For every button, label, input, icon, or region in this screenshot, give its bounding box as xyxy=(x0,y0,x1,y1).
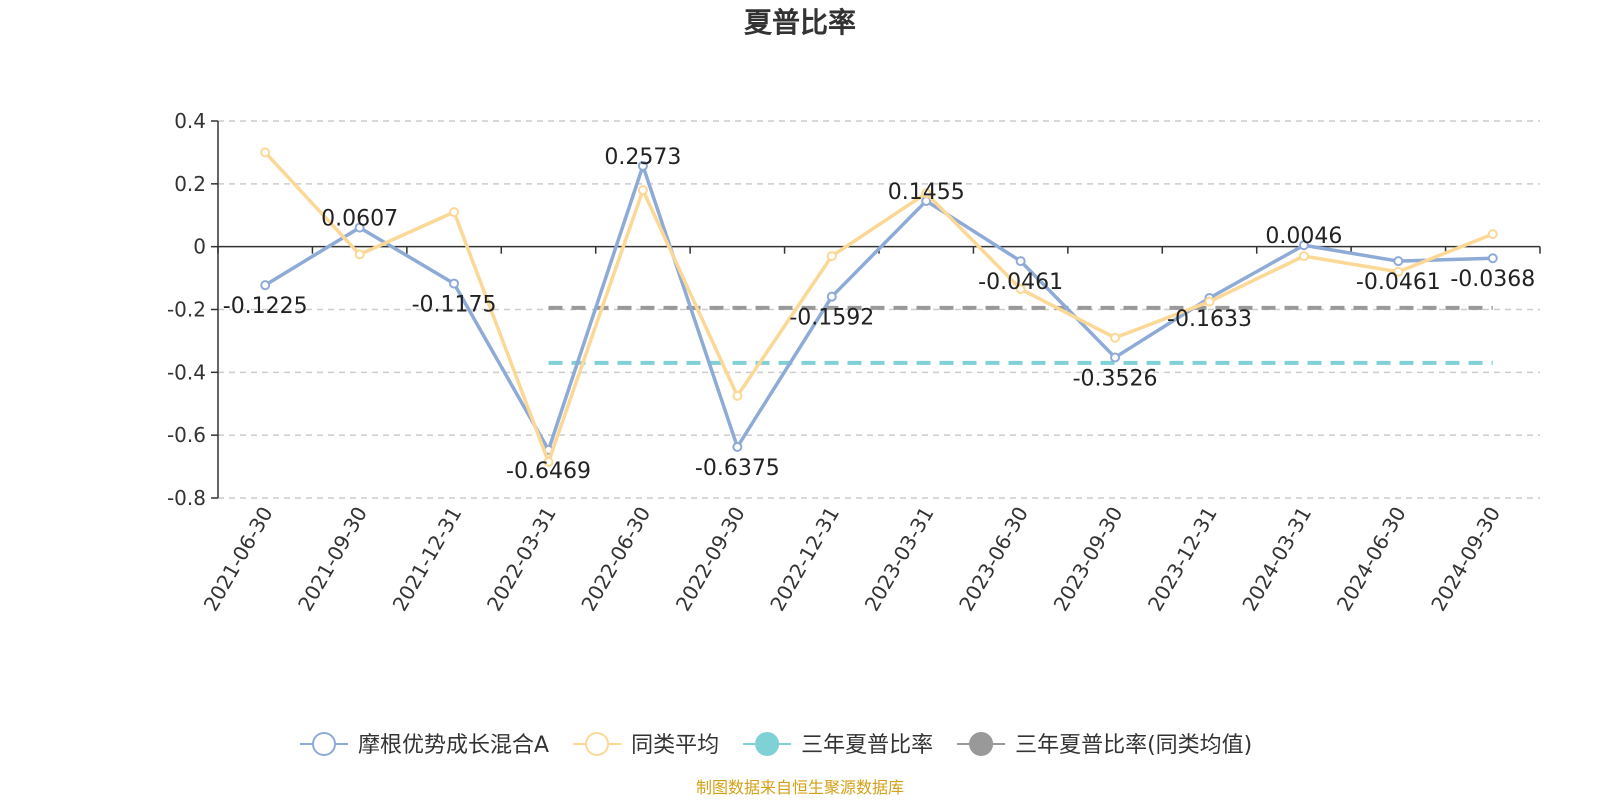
x-tick-label: 2021-06-30 xyxy=(199,503,278,616)
data-label: -0.0461 xyxy=(978,270,1063,295)
data-point xyxy=(732,441,743,452)
legend-label: 三年夏普比率(同类均值) xyxy=(1015,733,1252,758)
y-tick-label: -0.2 xyxy=(167,298,206,322)
x-tick-label: 2021-09-30 xyxy=(293,503,372,616)
legend-marker xyxy=(312,732,336,756)
x-tick-label: 2023-09-30 xyxy=(1048,503,1127,616)
series-line xyxy=(263,151,1494,464)
x-tick-label: 2023-06-30 xyxy=(954,503,1033,616)
data-point xyxy=(1393,256,1404,267)
reference-lines xyxy=(548,305,1493,365)
data-point xyxy=(1015,284,1026,295)
data-point xyxy=(1487,229,1498,240)
data-label: -0.0461 xyxy=(1356,270,1441,295)
x-tick-label: 2024-03-31 xyxy=(1237,503,1316,616)
legend-marker xyxy=(755,732,780,756)
data-point xyxy=(1110,332,1121,343)
data-point xyxy=(260,147,271,158)
x-tick-label: 2022-09-30 xyxy=(671,503,750,616)
data-label: -0.0368 xyxy=(1450,267,1535,292)
data-point xyxy=(637,185,648,196)
data-point xyxy=(1015,256,1026,267)
legend-label: 摩根优势成长混合A xyxy=(358,733,549,758)
data-point xyxy=(1393,266,1404,277)
y-tick-label: -0.4 xyxy=(167,360,206,384)
x-tick-label: 2023-03-31 xyxy=(860,503,939,616)
data-labels: -0.1225 0.0607 -0.1175 -0.6469 0.2573 -0.6375… xyxy=(223,145,1535,484)
data-point xyxy=(260,280,271,291)
series-line xyxy=(264,164,1493,452)
x-tick-label: 2021-12-31 xyxy=(387,502,466,615)
legend-marker xyxy=(585,732,610,756)
data-label: -0.1592 xyxy=(789,306,874,331)
data-point xyxy=(1110,352,1121,363)
data-label: -0.6375 xyxy=(695,456,780,481)
data-label: 0.1455 xyxy=(888,180,965,205)
legend-label: 同类平均 xyxy=(631,733,719,758)
y-tick-label: 0.2 xyxy=(174,172,206,196)
data-point xyxy=(449,207,460,218)
x-tick-label: 2022-06-30 xyxy=(576,503,655,616)
data-label: -0.1175 xyxy=(412,293,497,318)
data-label: -0.1225 xyxy=(223,294,308,319)
data-label: -0.3526 xyxy=(1073,366,1158,391)
x-tick-label: 2024-09-30 xyxy=(1426,503,1505,616)
data-label: 0.0046 xyxy=(1265,224,1342,249)
x-tick-label: 2024-06-30 xyxy=(1332,503,1411,616)
data-point xyxy=(449,278,460,289)
data-point xyxy=(637,160,648,171)
data-label: 0.0607 xyxy=(321,207,398,232)
data-point xyxy=(1298,240,1309,251)
data-point xyxy=(1298,251,1309,262)
legend-label: 三年夏普比率 xyxy=(801,733,933,758)
x-tick-label: 2023-12-31 xyxy=(1143,503,1222,616)
legend: 摩根优势成长混合A 同类平均 三年夏普比率 三年夏普比率(同类均值) xyxy=(300,732,1252,758)
x-tick-label: 2022-03-31 xyxy=(482,503,561,616)
series-lines xyxy=(260,147,1498,467)
data-point xyxy=(543,456,554,467)
x-tick-label: 2022-12-31 xyxy=(765,503,844,616)
y-tick-label: -0.6 xyxy=(167,423,206,447)
data-label: -0.1633 xyxy=(1167,307,1252,332)
legend-marker xyxy=(969,732,994,756)
source-note: 制图数据来自恒生聚源数据库 xyxy=(696,778,904,797)
chart-title: 夏普比率 xyxy=(744,6,856,39)
data-point xyxy=(1487,253,1498,264)
data-label: 0.2573 xyxy=(604,145,681,170)
data-point xyxy=(732,390,743,401)
data-point xyxy=(1204,296,1215,307)
data-point xyxy=(826,251,837,262)
y-tick-label: -0.8 xyxy=(167,486,206,510)
data-point xyxy=(354,249,365,260)
data-label: -0.6469 xyxy=(506,459,591,484)
data-point xyxy=(354,222,365,233)
y-tick-label: 0 xyxy=(193,235,206,259)
y-tick-label: 0.4 xyxy=(174,109,206,133)
data-point xyxy=(826,291,837,302)
data-point xyxy=(921,188,932,199)
